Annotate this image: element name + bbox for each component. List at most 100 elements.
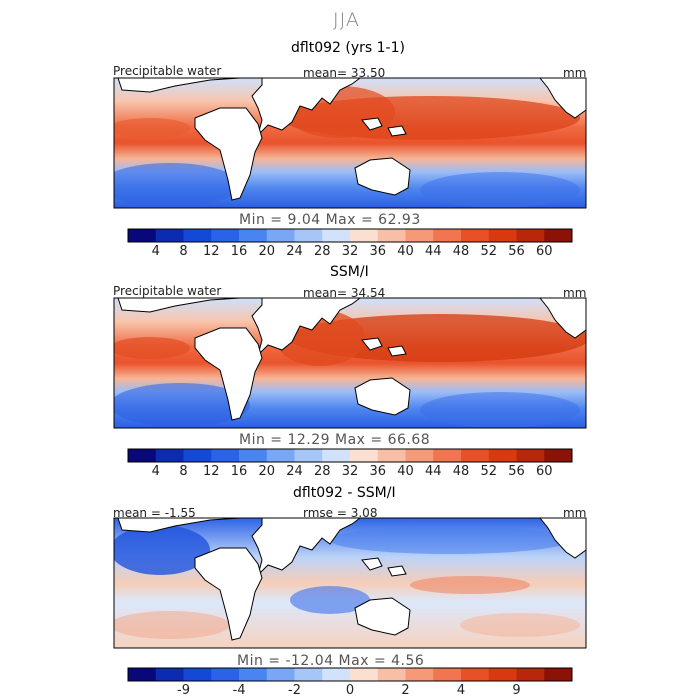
colorbar-1-tick-label: 40: [397, 244, 414, 259]
colorbar-1-tick-label: 48: [452, 244, 470, 259]
colorbar-2-swatch: [211, 449, 240, 462]
map-frame-2: [113, 297, 587, 429]
colorbar-3-tick-label: 2: [401, 683, 410, 698]
colorbar-1-tick-label: 44: [424, 244, 442, 259]
colorbar-1-swatch: [377, 229, 406, 242]
colorbar-3-swatch: [294, 668, 323, 681]
colorbar-2-tick-label: 24: [286, 464, 303, 479]
colorbar-1-tick-label: 28: [313, 244, 331, 259]
colorbar-1-swatch: [128, 229, 157, 242]
colorbar-2-tick-label: 36: [369, 464, 387, 479]
colorbar-2-swatch: [239, 449, 268, 462]
colorbar-3-tick-label: 9: [512, 683, 521, 698]
colorbar-2-swatch: [516, 449, 545, 462]
colorbar-1-tick-label: 12: [202, 244, 220, 259]
panel-2-variable-label: Precipitable water: [113, 284, 222, 298]
colorbar-3-swatch: [322, 668, 351, 681]
colorbar-1-swatch: [516, 229, 545, 242]
colorbar-1-swatch: [211, 229, 240, 242]
colorbar-1-tick-label: 16: [230, 244, 248, 259]
panel-3-mean-label: mean = -1.55: [113, 506, 196, 520]
map-panel-1: [114, 78, 586, 208]
panel-1-min-max: Min = 9.04 Max = 62.93: [239, 212, 421, 228]
colorbar-2: [127, 448, 573, 463]
colorbar-2-swatch: [544, 449, 573, 462]
colorbar-2-tick-label: 60: [535, 464, 553, 479]
colorbar-3-tick-label: -2: [288, 683, 301, 698]
colorbar-2-tick-label: 40: [397, 464, 414, 479]
colorbar-2-swatch: [433, 449, 462, 462]
map-frame-3: [113, 517, 587, 649]
colorbar-3-swatch: [239, 668, 268, 681]
colorbar-3-tick-label: 0: [345, 683, 355, 698]
colorbar-2-swatch: [405, 449, 434, 462]
panel-1-variable-label: Precipitable water: [113, 64, 222, 78]
colorbar-1-tick-label: 8: [179, 244, 188, 259]
colorbar-2-swatch: [155, 449, 184, 462]
colorbar-3-swatch: [155, 668, 184, 681]
colorbar-2-tick-label: 20: [258, 464, 276, 479]
colorbar-3-swatch: [183, 668, 212, 681]
colorbar-1-tick-label: 52: [480, 244, 498, 259]
panel-1-units-label: mm: [563, 66, 587, 80]
colorbar-2-swatch: [350, 449, 379, 462]
colorbar-1-swatch: [183, 229, 212, 242]
colorbar-3-tick-label: -4: [232, 683, 246, 698]
colorbar-2-tick-label: 44: [424, 464, 442, 479]
colorbar-3-swatch: [266, 668, 295, 681]
panel-1-title: dflt092 (yrs 1-1): [291, 40, 405, 56]
colorbar-2-tick-label: 12: [202, 464, 220, 479]
colorbar-2-swatch: [377, 449, 406, 462]
colorbar-3-swatch: [433, 668, 462, 681]
colorbar-1-swatch: [405, 229, 434, 242]
panel-2-mean-label: mean= 34.54: [303, 286, 386, 300]
colorbar-2-swatch: [294, 449, 323, 462]
colorbar-2-tick-label: 32: [341, 464, 359, 479]
colorbar-2-swatch: [461, 449, 490, 462]
panel-3-units-label: mm: [563, 506, 587, 520]
panel-3-min-max: Min = -12.04 Max = 4.56: [237, 653, 425, 669]
colorbar-1-swatch: [322, 229, 351, 242]
colorbar-1-swatch: [350, 229, 379, 242]
colorbar-3-swatch: [516, 668, 545, 681]
colorbar-1-swatch: [239, 229, 268, 242]
season-title: JJA: [333, 9, 360, 31]
colorbar-1-swatch: [266, 229, 295, 242]
panel-2-units-label: mm: [563, 286, 587, 300]
colorbar-1-swatch: [155, 229, 184, 242]
colorbar-3-swatch: [544, 668, 573, 681]
colorbar-2-frame: [127, 448, 573, 463]
colorbar-3-swatch: [461, 668, 490, 681]
colorbar-3-swatch: [211, 668, 240, 681]
colorbar-2-swatch: [266, 449, 295, 462]
panel-3-title: dflt092 - SSM/I: [293, 485, 396, 501]
colorbar-3-tick-label: 4: [456, 683, 466, 698]
map-frame-1: [113, 77, 587, 209]
colorbar-2-tick-label: 8: [179, 464, 188, 479]
colorbar-3-swatch: [377, 668, 406, 681]
colorbar-2-tick-label: 4: [151, 464, 160, 479]
colorbar-1: [127, 228, 573, 243]
colorbar-1-tick-label: 56: [508, 244, 525, 259]
colorbar-3: [127, 667, 573, 682]
colorbar-3-tick-label: -9: [177, 683, 190, 698]
colorbar-2-swatch: [183, 449, 212, 462]
colorbar-3-swatch: [405, 668, 434, 681]
colorbar-1-tick-label: 4: [151, 244, 160, 259]
colorbar-1-swatch: [544, 229, 573, 242]
colorbar-2-tick-label: 16: [230, 464, 248, 479]
panel-2-min-max: Min = 12.29 Max = 66.68: [239, 432, 431, 448]
colorbar-1-swatch: [294, 229, 323, 242]
colorbar-1-tick-label: 32: [341, 244, 359, 259]
map-panel-2: [114, 298, 586, 428]
colorbar-2-tick-label: 48: [452, 464, 470, 479]
colorbar-1-swatch: [488, 229, 517, 242]
colorbar-2-tick-label: 28: [313, 464, 331, 479]
colorbar-3-swatch: [488, 668, 517, 681]
colorbar-1-frame: [127, 228, 573, 243]
map-panel-3: [114, 518, 586, 648]
colorbar-2-tick-label: 52: [480, 464, 498, 479]
colorbar-2-swatch: [488, 449, 517, 462]
colorbar-2-swatch: [322, 449, 351, 462]
